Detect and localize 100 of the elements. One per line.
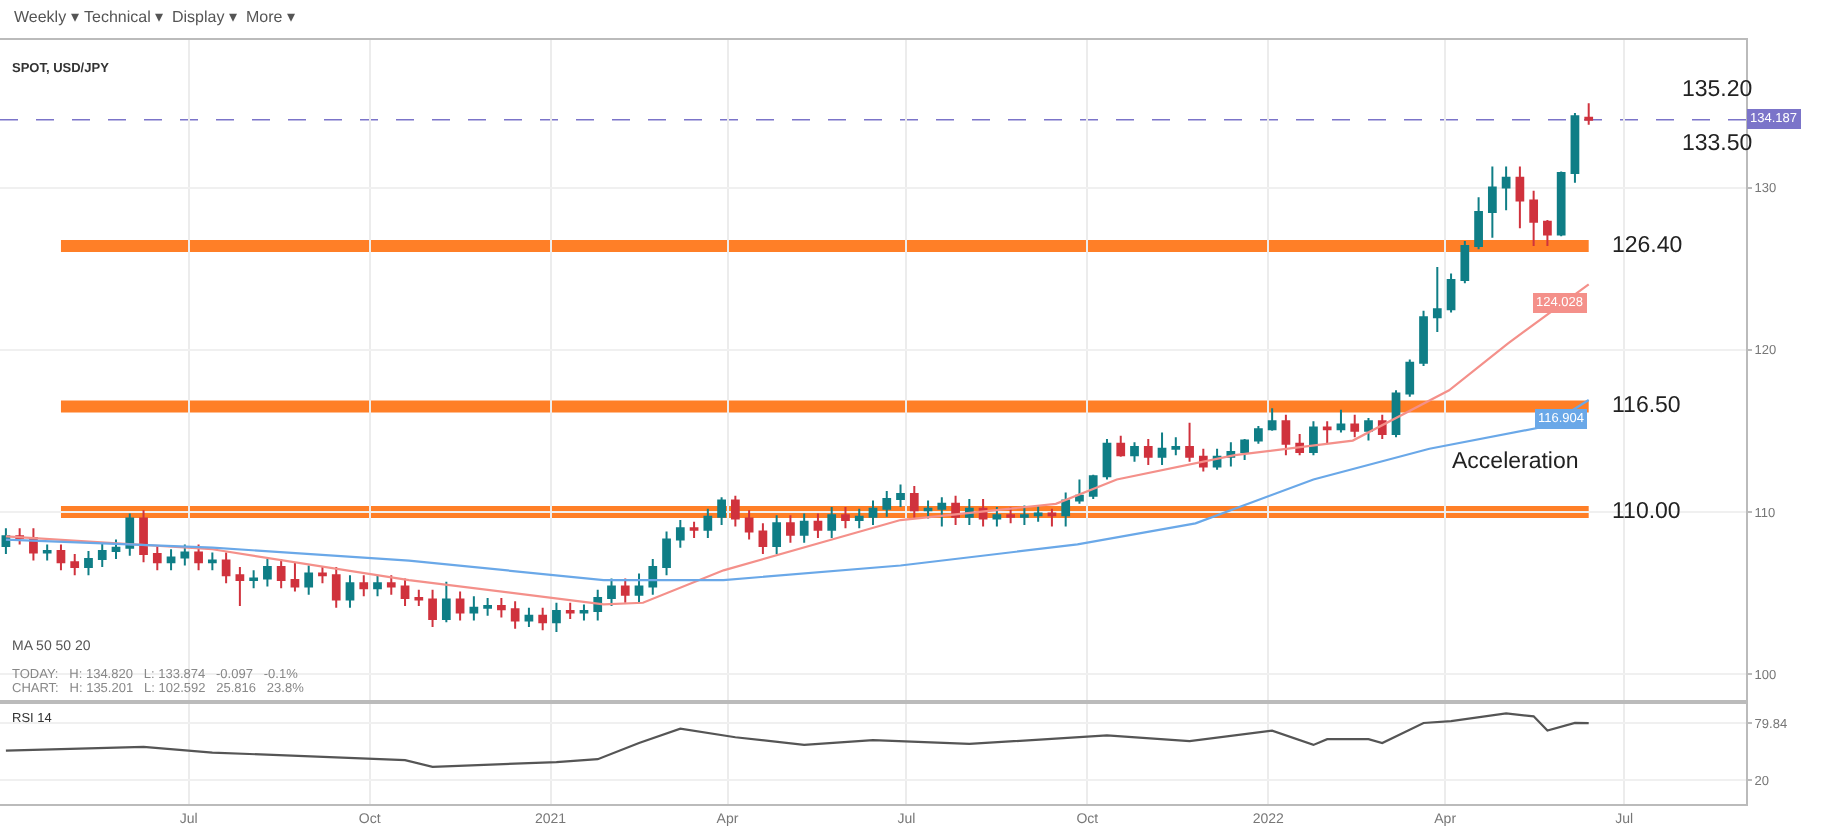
- candlestick: [1185, 421, 1194, 463]
- candlestick: [1556, 170, 1566, 238]
- candlestick: [221, 551, 231, 585]
- candlestick: [1143, 437, 1153, 466]
- candlestick: [1584, 102, 1594, 126]
- ref-line-label: 110.00: [1612, 500, 1681, 524]
- candlestick: [909, 485, 919, 520]
- candlestick: [1336, 408, 1346, 434]
- candlestick: [868, 499, 878, 526]
- candlestick: [1570, 111, 1580, 184]
- candlestick: [304, 564, 314, 596]
- candlestick: [634, 572, 644, 604]
- candlestick: [97, 541, 107, 569]
- candlestick: [1281, 413, 1291, 457]
- candlestick: [1543, 219, 1552, 247]
- candlestick: [345, 574, 355, 609]
- candlestick: [331, 566, 341, 609]
- candlestick: [772, 514, 782, 556]
- candlestick: [1501, 165, 1511, 212]
- candlestick: [1432, 266, 1442, 333]
- candlestick: [428, 588, 437, 629]
- candlestick: [455, 590, 465, 622]
- candlestick: [1322, 420, 1332, 445]
- candlestick: [1116, 434, 1126, 458]
- candlestick: [579, 603, 589, 622]
- candlestick: [731, 494, 740, 528]
- candlestick: [1460, 240, 1470, 285]
- candlestick: [744, 509, 754, 541]
- candlestick: [469, 595, 479, 622]
- candlestick: [1350, 413, 1360, 439]
- candlestick: [1529, 189, 1539, 247]
- candlestick: [42, 543, 52, 562]
- candlestick: [290, 561, 300, 593]
- candlestick: [1446, 272, 1456, 314]
- candlestick: [1157, 431, 1167, 466]
- candlestick: [1171, 436, 1181, 457]
- candlestick: [1267, 407, 1277, 432]
- candlestick: [125, 512, 135, 557]
- line-series: [4, 398, 1590, 582]
- candlestick: [620, 577, 630, 604]
- candlestick: [854, 507, 864, 530]
- candlestick: [166, 548, 176, 572]
- candlestick: [1515, 165, 1525, 230]
- candlestick: [1102, 437, 1112, 481]
- line-series: [4, 283, 1590, 606]
- candlestick: [1419, 309, 1428, 367]
- annotation: 133.50: [1682, 132, 1753, 156]
- candlestick: [1405, 358, 1415, 398]
- candlestick: [1006, 506, 1015, 525]
- text: Weekly ▾: [14, 8, 79, 26]
- candlestick: [937, 496, 947, 528]
- candlestick: [84, 549, 93, 577]
- candlestick: [1020, 504, 1029, 526]
- candlestick: [841, 506, 850, 530]
- candlestick: [235, 566, 245, 608]
- candlestick: [56, 543, 66, 572]
- candlestick: [1075, 478, 1084, 505]
- candlestick: [1047, 507, 1057, 528]
- candlestick: [1130, 441, 1139, 463]
- candlestick: [758, 522, 768, 556]
- candlestick: [538, 606, 548, 632]
- candlestick: [675, 519, 685, 549]
- candlestick: [524, 606, 534, 629]
- candlestick: [373, 574, 382, 598]
- line-series: [4, 712, 1590, 768]
- candlestick: [1364, 416, 1373, 442]
- ref-line-label: 126.40: [1612, 234, 1683, 258]
- candlestick: [552, 601, 561, 634]
- text: Technical ▾: [84, 8, 164, 26]
- candlestick: [263, 558, 272, 588]
- candlestick: [249, 569, 259, 590]
- candlestick: [717, 496, 726, 526]
- candlestick: [827, 506, 837, 539]
- candlestick: [923, 499, 933, 520]
- candlestick: [1309, 420, 1318, 457]
- candlestick: [1061, 491, 1071, 528]
- candlestick: [111, 538, 121, 560]
- candlestick: [1474, 196, 1483, 251]
- candlestick: [207, 551, 217, 572]
- text: More ▾: [246, 8, 295, 26]
- candlestick: [483, 596, 492, 617]
- candlestick: [194, 543, 203, 572]
- candlestick: [565, 601, 575, 620]
- candlestick: [799, 512, 809, 544]
- candlestick: [1240, 437, 1249, 462]
- candlestick: [1033, 504, 1043, 523]
- candlestick: [1487, 165, 1497, 239]
- annotation: Acceleration: [1452, 450, 1579, 474]
- text: Display ▾: [172, 8, 237, 26]
- candlestick: [896, 483, 905, 509]
- ref-line-label: 116.50: [1612, 394, 1681, 418]
- candlestick: [662, 530, 671, 577]
- candlestick: [648, 558, 658, 596]
- candlestick: [510, 600, 520, 630]
- candlestick: [497, 596, 506, 619]
- candlestick: [689, 520, 699, 539]
- candlestick: [70, 553, 80, 577]
- candlestick: [813, 512, 823, 539]
- candlestick: [992, 506, 1002, 528]
- candlestick: [276, 558, 286, 590]
